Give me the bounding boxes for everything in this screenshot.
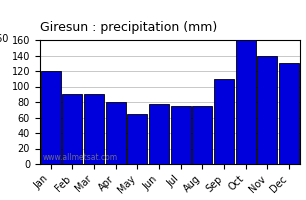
Text: Giresun : precipitation (mm): Giresun : precipitation (mm) [40,21,217,34]
Bar [192,106,212,164]
Bar [62,94,82,164]
Bar [149,104,169,164]
Bar [257,55,277,164]
Bar [41,71,61,164]
Bar [214,79,234,164]
Bar [279,63,299,164]
Bar [127,114,147,164]
Bar [106,102,126,164]
Bar [84,94,104,164]
Bar [236,40,256,164]
Bar [171,106,191,164]
Text: www.allmetsat.com: www.allmetsat.com [42,153,118,162]
Text: 160: 160 [0,34,9,44]
